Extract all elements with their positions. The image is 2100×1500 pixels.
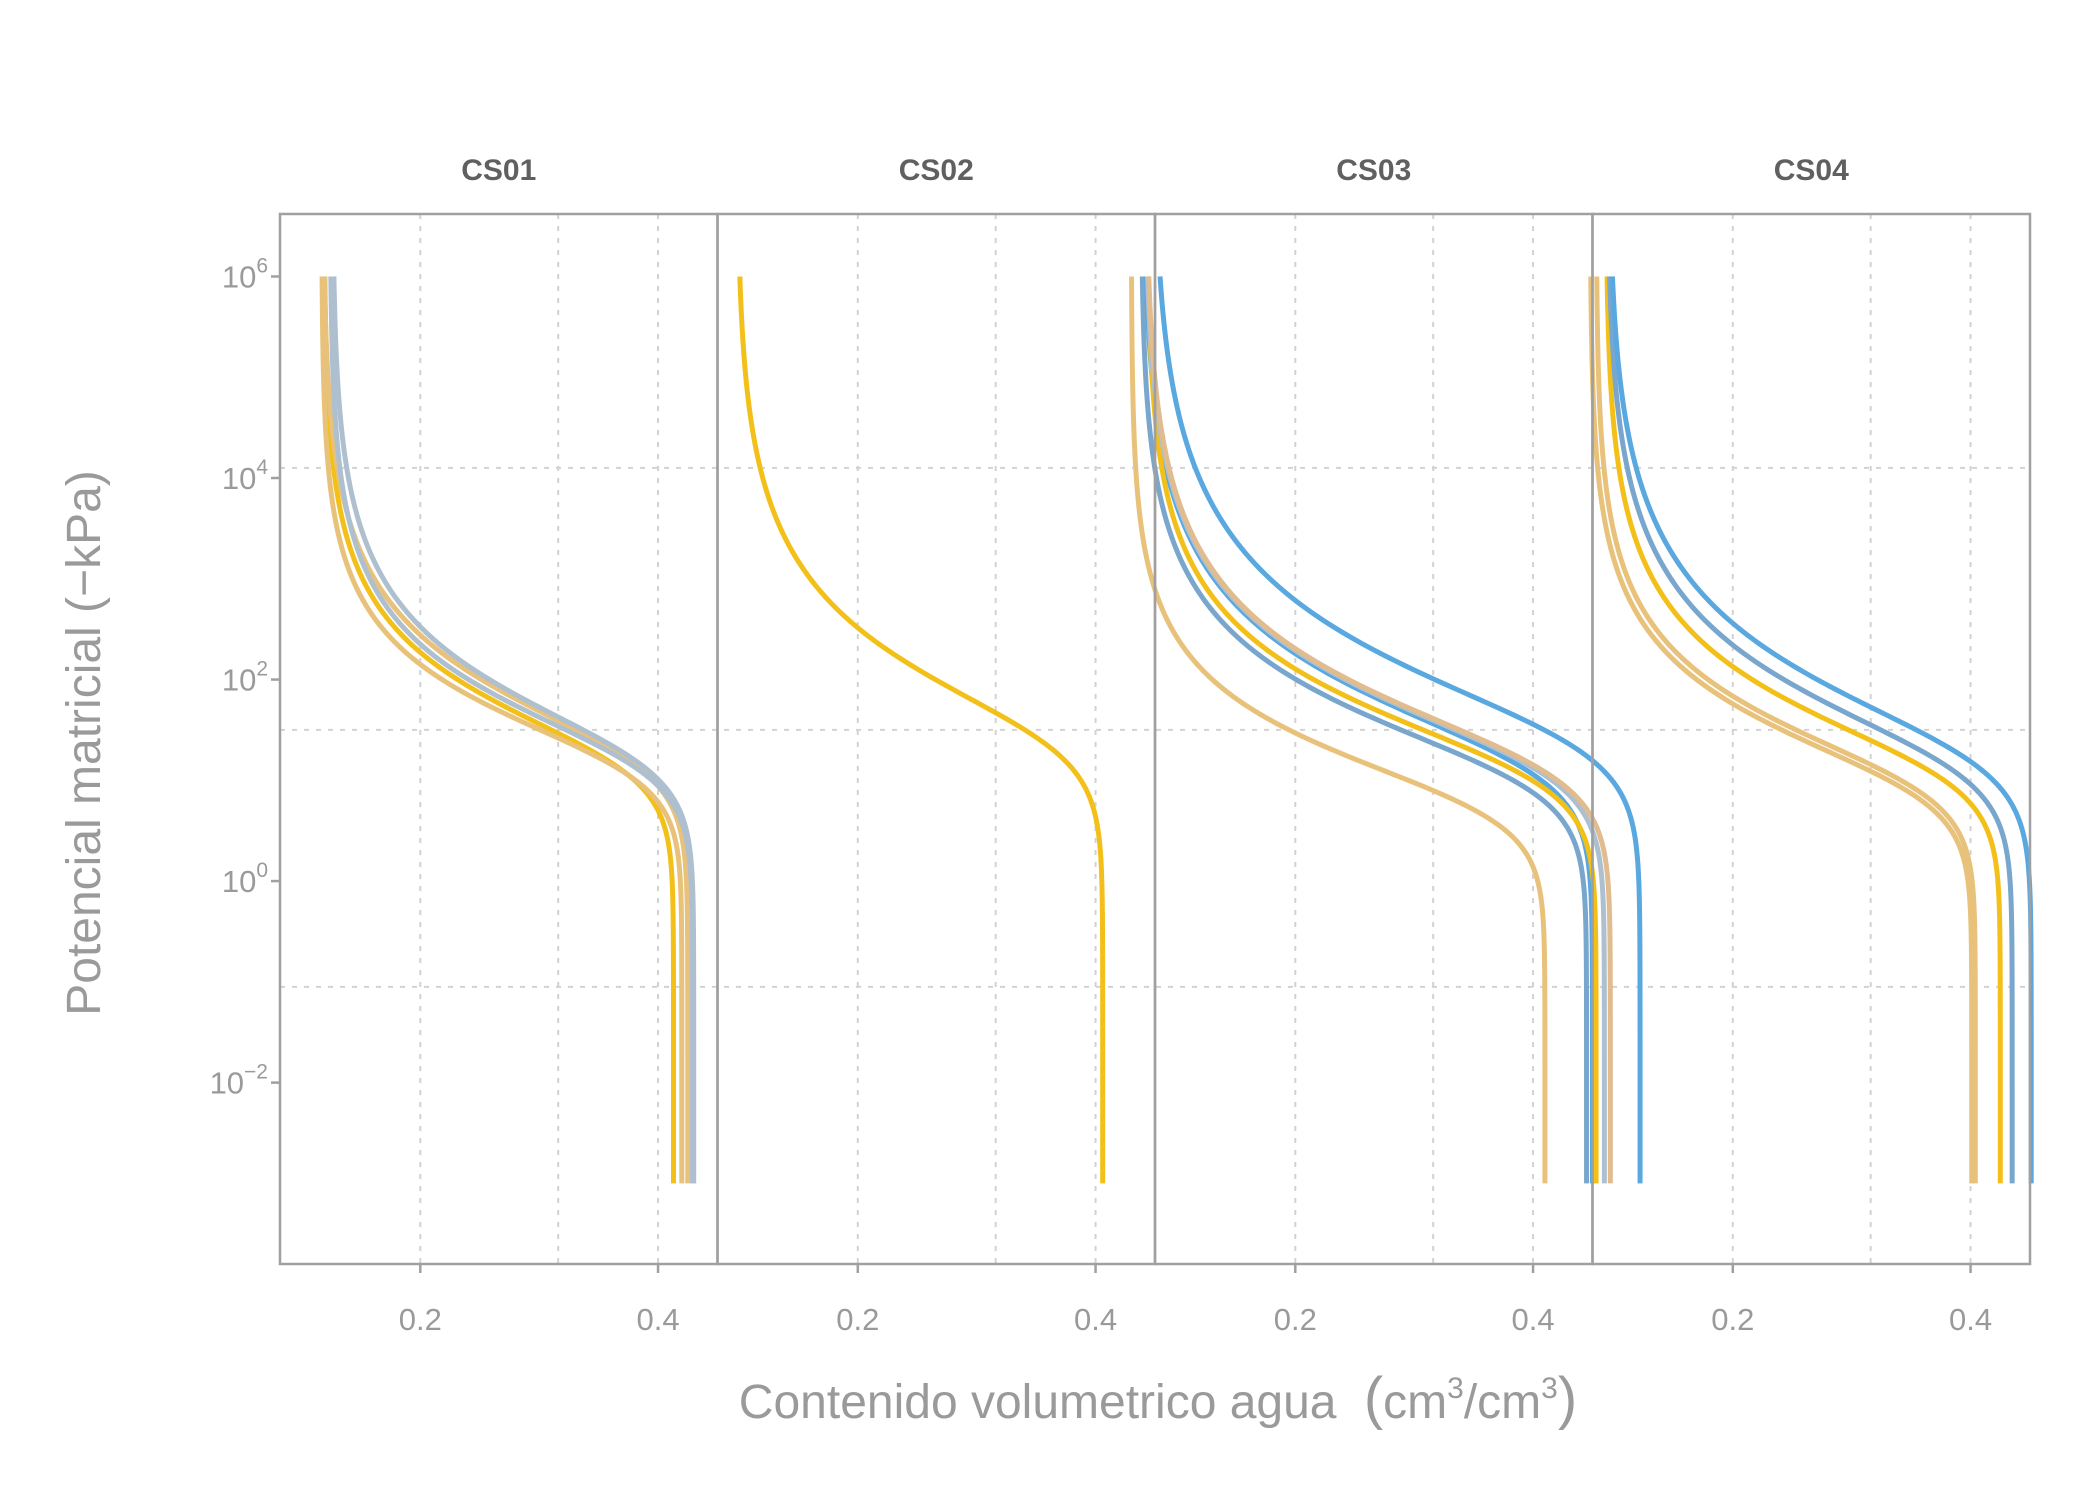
retention-curve-cs04-1 — [1588, 276, 1975, 1184]
x-axis-title-sup2: 3 — [1541, 1372, 1558, 1405]
x-axis-title-unit: cm — [1383, 1376, 1447, 1429]
retention-curve-cs04-4 — [1607, 276, 2015, 1184]
panel-title-cs01: CS01 — [461, 154, 536, 187]
y-tick-label: 10−2 — [210, 1061, 268, 1101]
x-axis-title-main: Contenido volumetrico agua — [739, 1376, 1337, 1429]
y-tick-label: 100 — [222, 859, 268, 899]
y-axis-title: Potencial matricial (−kPa) — [58, 470, 111, 1016]
x-tick-label: 0.4 — [1949, 1302, 1992, 1337]
retention-curve-cs01-5 — [331, 276, 697, 1184]
x-tick-label: 0.2 — [836, 1302, 879, 1337]
label-layer: CS01 0.2 0.4 CS02 0.2 0.4 CS03 0.2 0.4 CS04 0.2 0.4… — [210, 154, 1993, 1337]
curve-layer — [319, 276, 2034, 1184]
x-tick-label: 0.4 — [637, 1302, 680, 1337]
y-tick-label: 104 — [222, 456, 268, 496]
frame-layer — [271, 212, 2032, 1273]
x-axis-title: Contenido volumetrico agua (cm3/cm3) — [739, 1366, 1577, 1431]
retention-curve-cs04-2 — [1594, 276, 1978, 1184]
y-tick-label: 102 — [222, 658, 268, 698]
x-axis-title-close-paren: ) — [1558, 1366, 1577, 1431]
panel-frame — [716, 212, 1157, 1266]
panel-frame — [278, 212, 719, 1266]
retention-curve-cs04-3 — [1604, 276, 2003, 1184]
x-axis-title-open-paren: ( — [1364, 1366, 1383, 1431]
retention-curve-cs01-2 — [319, 276, 685, 1184]
panel-title-cs03: CS03 — [1336, 154, 1411, 187]
x-axis-title-slash-unit: /cm — [1464, 1376, 1541, 1429]
x-axis-title-sup1: 3 — [1447, 1372, 1464, 1405]
retention-curve-cs03-7 — [1157, 276, 1643, 1184]
x-tick-label: 0.2 — [1274, 1302, 1317, 1337]
panel-title-cs04: CS04 — [1774, 154, 1849, 187]
retention-curve-cs01-3 — [321, 276, 691, 1184]
panel-frame — [1591, 212, 2032, 1266]
x-tick-label: 0.4 — [1512, 1302, 1555, 1337]
y-tick-label: 106 — [222, 254, 268, 294]
x-tick-label: 0.4 — [1074, 1302, 1117, 1337]
retention-curve-cs03-1 — [1129, 276, 1548, 1184]
x-tick-label: 0.2 — [1711, 1302, 1754, 1337]
retention-curve-cs03-2 — [1139, 276, 1590, 1184]
x-tick-label: 0.2 — [399, 1302, 442, 1337]
retention-curve-cs03-6 — [1146, 276, 1613, 1184]
panel-title-cs02: CS02 — [899, 154, 974, 187]
retention-curve-cs02-1 — [737, 276, 1106, 1184]
panel-frame — [1153, 212, 1594, 1266]
retention-curve-cs03-3 — [1143, 276, 1595, 1184]
